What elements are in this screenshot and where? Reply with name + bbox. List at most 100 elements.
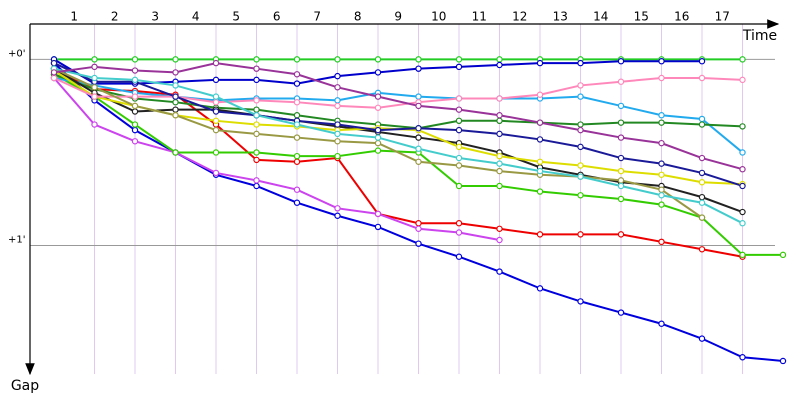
point	[496, 117, 503, 125]
point	[293, 186, 301, 193]
point	[131, 108, 139, 115]
point	[293, 152, 301, 160]
point	[739, 76, 746, 84]
series-line	[53, 67, 743, 225]
point	[617, 167, 625, 175]
point	[455, 56, 463, 63]
point	[374, 147, 382, 154]
point	[455, 182, 463, 190]
series-line	[53, 62, 743, 187]
point	[334, 97, 341, 104]
point	[334, 212, 341, 219]
point	[536, 167, 544, 175]
point	[698, 74, 706, 82]
point	[172, 106, 179, 113]
point	[496, 182, 503, 190]
y-tick-label: +0'	[8, 48, 26, 59]
point	[536, 119, 544, 126]
point	[455, 143, 463, 151]
point	[658, 112, 665, 119]
x-tick-label: 4	[192, 10, 200, 24]
point	[253, 182, 260, 190]
point	[253, 177, 260, 184]
point	[253, 76, 260, 84]
point	[536, 188, 544, 195]
y-axis-label: Gap	[11, 378, 39, 394]
point	[131, 121, 139, 128]
point	[91, 84, 98, 91]
point	[212, 59, 220, 67]
point	[658, 74, 665, 82]
point	[415, 102, 422, 110]
point	[698, 58, 706, 65]
point	[212, 108, 220, 115]
point	[334, 138, 341, 145]
point	[658, 160, 665, 167]
point	[698, 121, 706, 128]
point	[658, 192, 665, 199]
point	[739, 354, 746, 361]
point	[496, 56, 503, 63]
point	[293, 158, 301, 165]
point	[496, 61, 503, 69]
point	[131, 56, 139, 63]
point	[698, 115, 706, 123]
point	[496, 152, 503, 160]
point	[374, 126, 382, 134]
point	[172, 93, 179, 100]
point	[374, 104, 382, 111]
point	[253, 121, 260, 128]
point	[293, 121, 301, 128]
point	[131, 76, 139, 84]
point	[536, 136, 544, 143]
point	[415, 93, 422, 100]
series-line	[53, 76, 743, 109]
point	[496, 167, 503, 175]
point	[739, 220, 746, 227]
point	[455, 162, 463, 169]
point	[698, 179, 706, 186]
point	[658, 171, 665, 178]
point	[577, 82, 584, 89]
point	[334, 130, 341, 138]
point	[739, 208, 746, 216]
point	[293, 98, 301, 106]
point	[253, 149, 260, 156]
x-tick-label: 14	[593, 10, 608, 24]
point	[131, 126, 139, 134]
point	[577, 231, 584, 238]
x-tick-label: 5	[232, 10, 240, 24]
point	[617, 177, 625, 184]
point	[536, 158, 544, 165]
point	[172, 149, 179, 156]
point	[658, 186, 665, 193]
point	[698, 154, 706, 162]
point	[172, 56, 179, 63]
point	[577, 126, 584, 134]
x-tick-label: 3	[151, 10, 159, 24]
point	[131, 102, 139, 110]
point	[658, 320, 665, 327]
point	[415, 145, 422, 152]
x-axis-label: Time	[742, 28, 777, 44]
point	[496, 95, 503, 102]
x-tick-label: 2	[111, 10, 119, 24]
point	[536, 59, 544, 67]
point	[253, 106, 260, 113]
point	[617, 309, 625, 316]
point	[496, 112, 503, 119]
point	[415, 220, 422, 227]
point	[91, 93, 98, 100]
point	[698, 193, 706, 201]
point	[536, 91, 544, 98]
point	[739, 182, 746, 190]
point	[658, 139, 665, 147]
x-tick-label: 13	[553, 10, 568, 24]
point	[617, 78, 625, 85]
series-line	[53, 73, 743, 130]
point	[455, 117, 463, 125]
point	[374, 210, 382, 218]
point	[739, 166, 746, 173]
point	[536, 231, 544, 238]
point	[455, 106, 463, 113]
